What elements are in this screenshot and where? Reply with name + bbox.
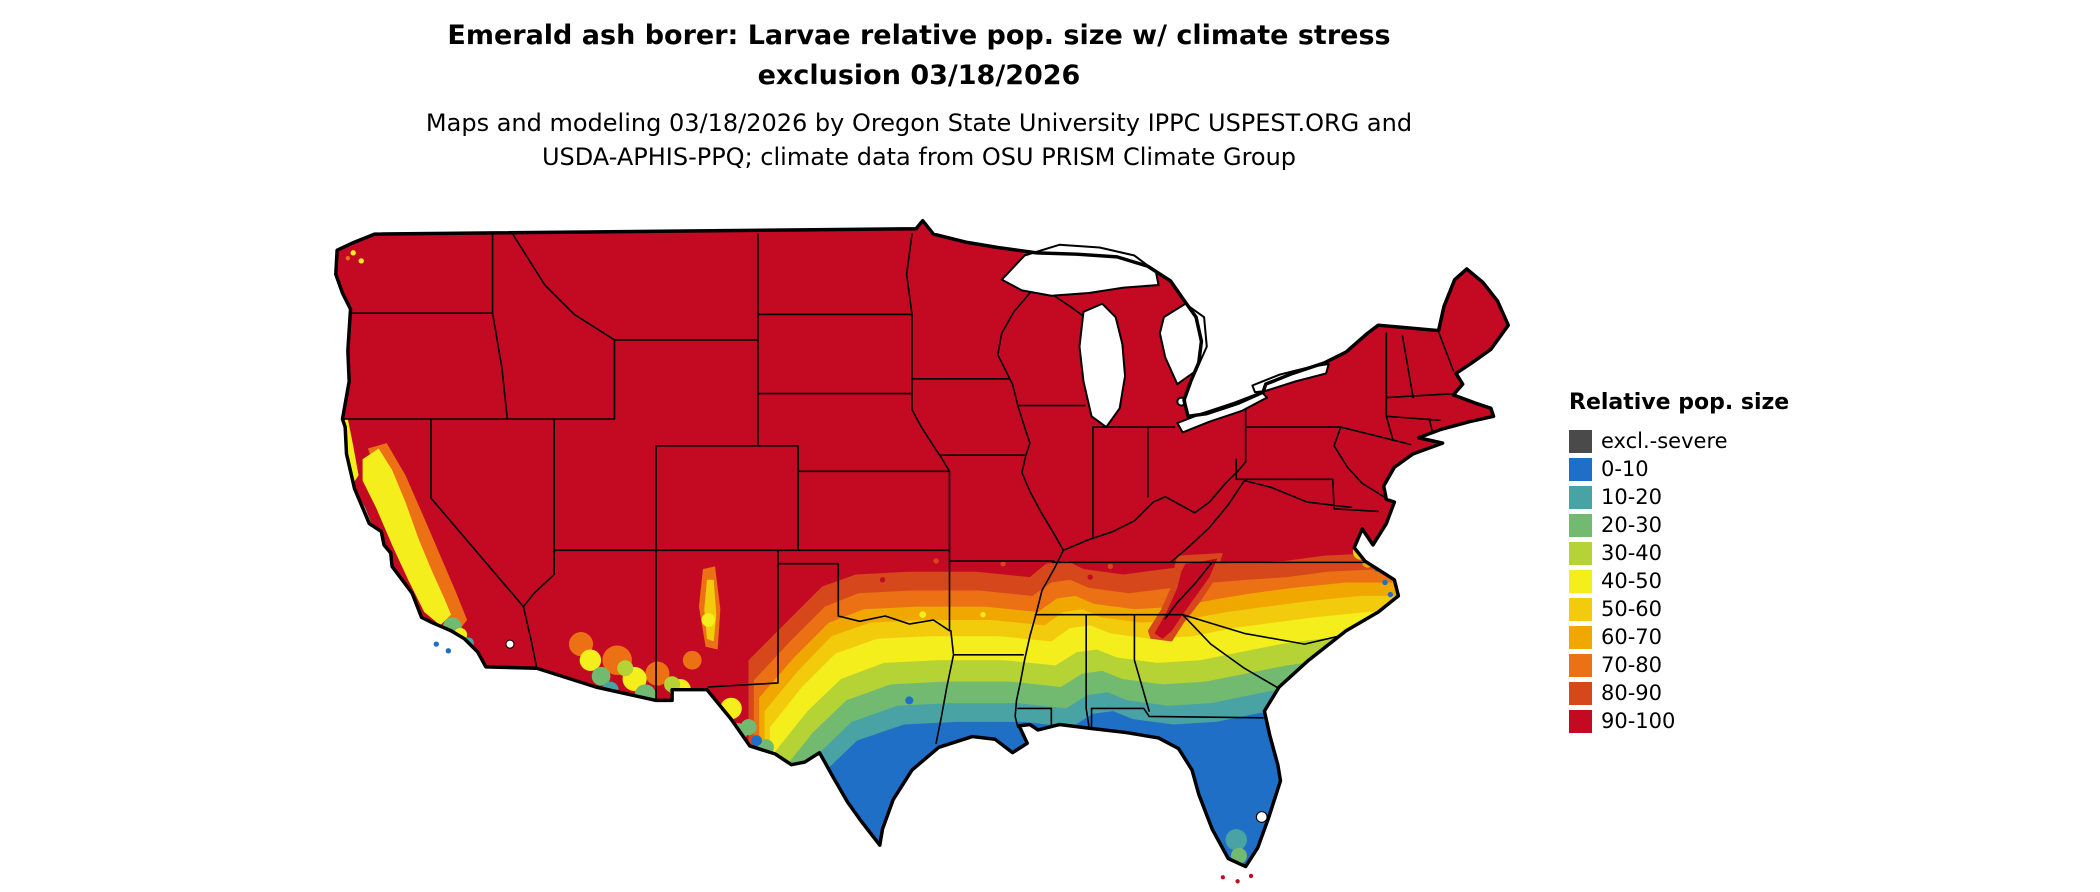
legend-swatch-50-60: [1569, 597, 1592, 621]
legend-swatch-30-40: [1569, 541, 1592, 565]
legend-label: 90-100: [1601, 708, 1676, 733]
legend-swatch-40-50: [1569, 569, 1592, 593]
us-map: [334, 218, 1511, 884]
legend-swatch-20-30: [1569, 513, 1592, 537]
legend-title: Relative pop. size: [1569, 390, 1790, 415]
legend-item: 20-30: [1569, 511, 1789, 539]
title-line-1: Emerald ash borer: Larvae relative pop. …: [447, 20, 1391, 51]
salton-sea: [505, 639, 515, 649]
legend-label: 20-30: [1601, 512, 1663, 537]
legend-label: 50-60: [1601, 596, 1663, 621]
legend-label: 60-70: [1601, 624, 1663, 649]
legend-items: excl.-severe 0-10 10-20 20-30 30-40 40-50 50-6…: [1569, 427, 1789, 735]
legend-swatch-excl.-severe: [1569, 429, 1592, 453]
legend-label: 40-50: [1601, 568, 1663, 593]
lake-okeechobee: [1255, 811, 1268, 823]
us-base-90-100: [335, 220, 1509, 867]
legend-label: 0-10: [1601, 456, 1649, 481]
legend-item: 90-100: [1569, 707, 1789, 735]
page-title: Emerald ash borer: Larvae relative pop. …: [0, 16, 1838, 96]
legend-swatch-10-20: [1569, 485, 1592, 509]
legend-item: 0-10: [1569, 455, 1789, 483]
subtitle-line-2: USDA-APHIS-PPQ; climate data from OSU PR…: [541, 143, 1297, 171]
washington-coast-specks: [345, 250, 364, 264]
legend-swatch-70-80: [1569, 653, 1592, 677]
legend-item: 70-80: [1569, 651, 1789, 679]
legend-swatch-80-90: [1569, 681, 1592, 705]
legend-item: 40-50: [1569, 567, 1789, 595]
title-block: Emerald ash borer: Larvae relative pop. …: [0, 16, 1838, 174]
legend-item: 30-40: [1569, 539, 1789, 567]
legend-item: 80-90: [1569, 679, 1789, 707]
appalachian-red-tongue: [1154, 558, 1218, 639]
legend-label: 10-20: [1601, 484, 1663, 509]
edge-noise-specks: [771, 558, 1113, 720]
map-canvas: [306, 218, 1526, 888]
legend-label: 80-90: [1601, 680, 1663, 705]
lake-michigan: [1078, 302, 1127, 429]
lake-ontario: [1251, 363, 1330, 394]
offshore-islands: [433, 641, 1254, 884]
legend-swatch-60-70: [1569, 625, 1592, 649]
legend: Relative pop. size excl.-severe 0-10 10-20…: [1569, 390, 1789, 735]
state-borders: [341, 233, 1457, 745]
title-line-2: exclusion 03/18/2026: [757, 60, 1081, 91]
legend-item: 10-20: [1569, 483, 1789, 511]
legend-label: 70-80: [1601, 652, 1663, 677]
legend-item: excl.-severe: [1569, 427, 1789, 455]
legend-item: 60-70: [1569, 623, 1789, 651]
subtitle-line-1: Maps and modeling 03/18/2026 by Oregon S…: [425, 109, 1413, 137]
legend-swatch-90-100: [1569, 709, 1592, 733]
legend-label: excl.-severe: [1601, 428, 1728, 453]
legend-item: 50-60: [1569, 595, 1789, 623]
florida-tip-mosaic: [1225, 811, 1268, 867]
legend-swatch-0-10: [1569, 457, 1592, 481]
legend-label: 30-40: [1601, 540, 1663, 565]
page-subtitle: Maps and modeling 03/18/2026 by Oregon S…: [0, 106, 1838, 174]
